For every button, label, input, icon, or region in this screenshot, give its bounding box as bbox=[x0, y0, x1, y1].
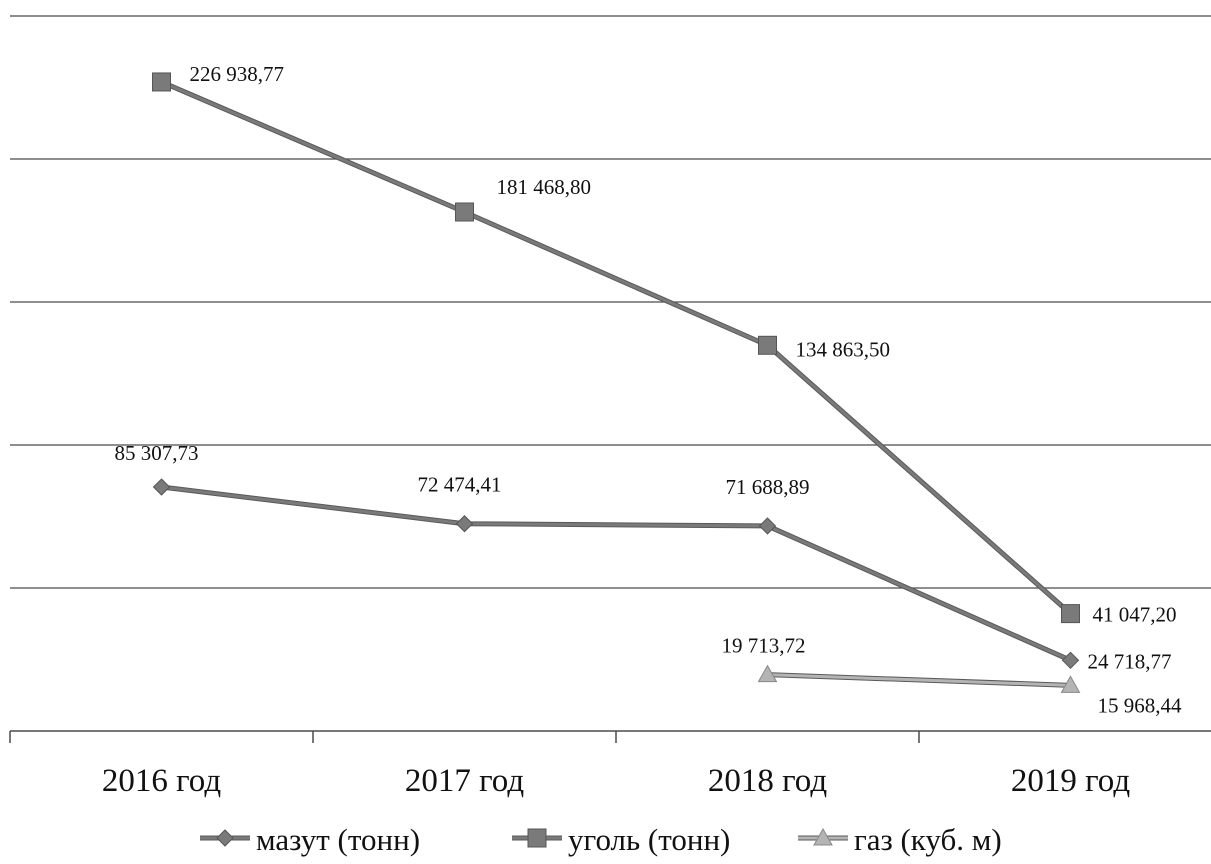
data-point bbox=[1061, 604, 1080, 624]
data-label: 134 863,50 bbox=[796, 337, 891, 361]
data-label: 226 938,77 bbox=[190, 62, 285, 86]
series-line bbox=[160, 80, 1072, 615]
x-tick-label: 2017 год bbox=[405, 763, 525, 799]
data-point bbox=[1061, 651, 1080, 670]
data-point bbox=[152, 72, 171, 92]
data-label: 72 474,41 bbox=[418, 473, 502, 497]
data-label: 19 713,72 bbox=[722, 634, 806, 658]
legend-label: газ (куб. м) bbox=[854, 822, 1002, 857]
series-lines bbox=[160, 79, 1073, 688]
data-point bbox=[455, 202, 474, 222]
x-axis: 2016 год 2017 год 2018 год 2019 год bbox=[9, 730, 1211, 799]
data-label: 181 468,80 bbox=[497, 175, 592, 199]
data-labels: 85 307,73 72 474,41 71 688,89 24 718,77 226 … bbox=[115, 62, 1183, 717]
series-line-outline bbox=[161, 484, 1072, 663]
data-point bbox=[1060, 675, 1081, 693]
series-line-outline bbox=[160, 79, 1073, 616]
data-point bbox=[758, 517, 777, 535]
data-point bbox=[758, 335, 777, 355]
data-label: 71 688,89 bbox=[726, 475, 810, 499]
data-label: 24 718,77 bbox=[1088, 649, 1172, 673]
data-label: 85 307,73 bbox=[115, 441, 199, 465]
data-point bbox=[152, 478, 171, 496]
series-line bbox=[161, 485, 1072, 662]
series-line bbox=[767, 673, 1071, 687]
data-point bbox=[757, 664, 778, 683]
legend: мазут (тонн) уголь (тонн) газ (куб. м) bbox=[200, 822, 1002, 857]
series-markers bbox=[152, 72, 1081, 693]
data-label: 41 047,20 bbox=[1093, 603, 1177, 627]
x-tick-label: 2016 год bbox=[102, 763, 222, 799]
data-label: 15 968,44 bbox=[1098, 693, 1183, 717]
x-tick-label: 2018 год bbox=[708, 763, 828, 799]
legend-marker bbox=[813, 827, 833, 846]
gridlines bbox=[10, 15, 1211, 589]
legend-label: уголь (тонн) bbox=[568, 822, 730, 857]
data-point bbox=[455, 515, 474, 533]
legend-marker bbox=[527, 828, 547, 848]
x-tick-label: 2019 год bbox=[1011, 763, 1131, 799]
legend-marker bbox=[216, 829, 234, 847]
legend-label: мазут (тонн) bbox=[256, 822, 420, 857]
